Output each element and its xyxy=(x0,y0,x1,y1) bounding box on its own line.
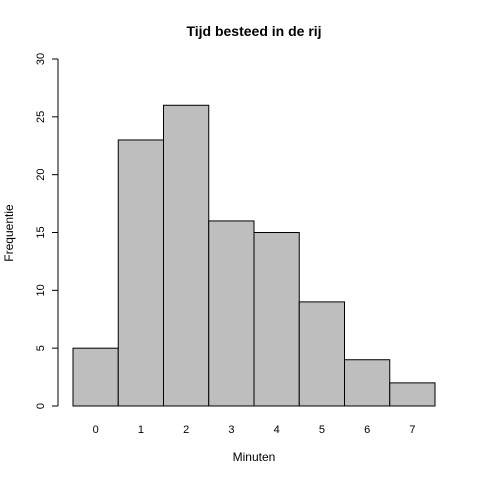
bar-6 xyxy=(344,359,391,407)
chart-title: Tijd besteed in de rij xyxy=(186,23,321,39)
x-tick-label-5: 5 xyxy=(319,424,325,436)
bar-4 xyxy=(253,232,300,407)
x-tick-label-3: 3 xyxy=(228,424,234,436)
bar-3 xyxy=(208,220,255,407)
x-tick-label-2: 2 xyxy=(183,424,189,436)
bar-7 xyxy=(389,382,436,407)
bar-0 xyxy=(72,347,119,407)
y-tick-label-5: 5 xyxy=(35,345,47,351)
y-tick-label-15: 15 xyxy=(35,226,47,238)
y-tick-label-25: 25 xyxy=(35,111,47,123)
bars-group xyxy=(72,104,436,407)
x-tick-label-7: 7 xyxy=(409,424,415,436)
x-tick-label-0: 0 xyxy=(93,424,99,436)
y-axis-label: Frequentie xyxy=(2,204,16,262)
y-tick-label-0: 0 xyxy=(35,403,47,409)
x-axis-label: Minuten xyxy=(233,450,276,464)
x-tick-labels: 0 1 2 3 4 5 6 7 xyxy=(93,424,416,436)
y-tick-label-10: 10 xyxy=(35,284,47,296)
y-axis: 0 5 10 15 20 25 30 xyxy=(35,53,59,409)
y-tick-label-20: 20 xyxy=(35,169,47,181)
x-tick-label-1: 1 xyxy=(138,424,144,436)
bar-1 xyxy=(117,139,164,407)
bar-2 xyxy=(163,104,210,407)
bar-5 xyxy=(298,301,345,407)
x-tick-label-4: 4 xyxy=(274,424,280,436)
x-tick-label-6: 6 xyxy=(364,424,370,436)
y-tick-label-30: 30 xyxy=(35,53,47,65)
